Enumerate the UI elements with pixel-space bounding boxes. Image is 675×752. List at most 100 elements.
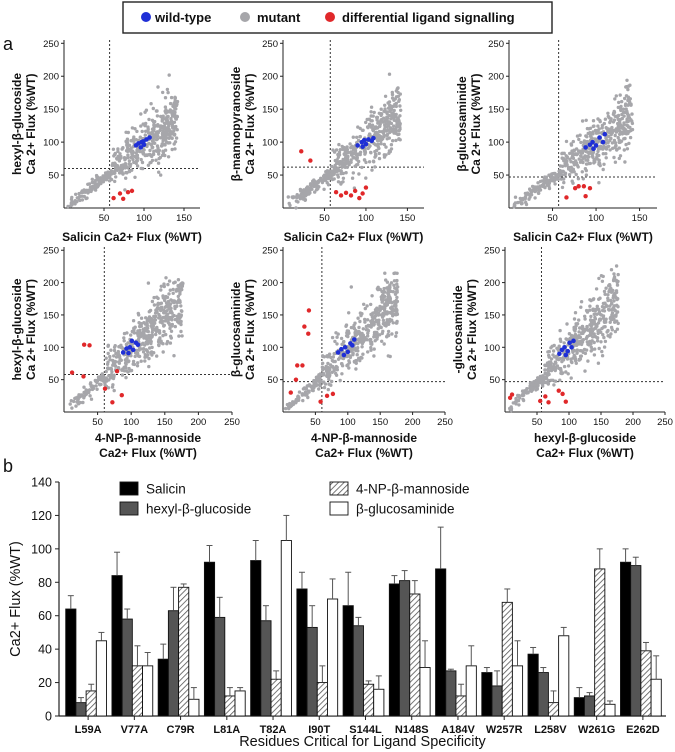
mutant-point — [150, 353, 154, 357]
y-tick-label: 150 — [262, 310, 278, 321]
mutant-point — [538, 379, 543, 383]
mutant-point — [602, 345, 607, 349]
mutant-point — [564, 139, 569, 144]
mutant-point — [601, 167, 605, 172]
mutant-point — [383, 271, 387, 275]
mutant-point — [630, 112, 634, 116]
mutant-point — [136, 351, 140, 355]
mutant-point — [376, 142, 380, 147]
mutant-point — [133, 175, 137, 179]
mutant-point — [152, 122, 156, 127]
mutant-point — [347, 163, 351, 167]
mutant-point — [116, 351, 120, 355]
differential-point — [543, 394, 548, 399]
mutant-point — [157, 170, 161, 174]
mutant-point — [619, 108, 623, 113]
mutant-point — [377, 321, 381, 325]
bar-legend-label: Salicin — [146, 482, 186, 497]
mutant-point — [389, 104, 394, 108]
mutant-point — [349, 145, 353, 150]
mutant-point — [288, 405, 292, 409]
mutant-point — [598, 317, 603, 321]
mutant-point — [167, 73, 171, 77]
bar-salicin — [342, 605, 354, 717]
mutant-point — [396, 132, 400, 137]
mutant-point — [558, 378, 562, 382]
bar-hexyl-glucoside — [75, 702, 87, 717]
wild-type-point — [563, 352, 569, 358]
mutant-point — [111, 147, 116, 151]
y-tick-label: 50 — [493, 171, 504, 182]
differential-point — [81, 374, 86, 379]
mutant-point — [560, 359, 564, 364]
mutant-point — [595, 157, 599, 161]
mutant-point — [369, 105, 374, 109]
mutant-point — [139, 322, 144, 326]
bar-salicin — [296, 588, 308, 717]
mutant-point — [154, 308, 158, 312]
y-tick-label: 50 — [48, 171, 59, 182]
mutant-point — [126, 149, 130, 154]
mutant-point — [171, 291, 175, 295]
mutant-point — [131, 362, 135, 366]
mutant-point — [516, 399, 521, 403]
mutant-point — [560, 169, 564, 174]
mutant-point — [382, 286, 386, 291]
mutant-point — [336, 175, 340, 179]
mutant-point — [386, 123, 391, 127]
mutant-point — [549, 175, 553, 179]
mutant-point — [615, 319, 619, 323]
mutant-point — [338, 148, 342, 152]
mutant-point — [390, 90, 394, 95]
mutant-point — [398, 104, 402, 108]
mutant-point — [594, 287, 599, 291]
legend-label-mutant: mutant — [257, 10, 301, 25]
mutant-point — [530, 388, 535, 392]
mutant-point — [171, 287, 175, 292]
mutant-point — [584, 118, 588, 123]
mutant-point — [394, 104, 398, 109]
mutant-point — [139, 124, 143, 128]
mutant-point — [162, 142, 166, 147]
mutant-point — [375, 137, 379, 141]
mutant-point — [574, 324, 578, 328]
mutant-point — [155, 114, 160, 118]
mutant-point — [574, 359, 578, 363]
wild-type-point — [591, 146, 596, 152]
mutant-point — [369, 302, 373, 307]
mutant-point — [89, 397, 94, 401]
mutant-point — [170, 147, 174, 152]
mutant-point — [133, 325, 137, 329]
mutant-point — [388, 297, 392, 301]
mutant-point — [163, 148, 168, 152]
mutant-point — [152, 315, 157, 319]
mutant-point — [381, 318, 386, 323]
mutant-point — [344, 150, 348, 155]
mutant-point — [594, 308, 598, 312]
mutant-point — [109, 177, 114, 182]
mutant-point — [394, 301, 398, 305]
mutant-point — [104, 376, 108, 380]
mutant-point — [334, 373, 339, 377]
mutant-point — [159, 173, 163, 177]
mutant-point — [354, 367, 358, 371]
mutant-point — [392, 124, 396, 128]
wild-type-point — [339, 346, 344, 352]
legend-marker-mutant — [240, 12, 250, 22]
mutant-point — [614, 264, 619, 268]
mutant-point — [378, 308, 382, 312]
mutant-point — [604, 303, 608, 307]
mutant-point — [81, 400, 85, 405]
mutant-point — [356, 316, 360, 320]
mutant-point — [166, 141, 170, 145]
mutant-point — [349, 285, 353, 289]
mutant-point — [345, 145, 349, 149]
mutant-point — [616, 113, 621, 118]
mutant-point — [617, 100, 621, 105]
mutant-point — [597, 181, 601, 185]
mutant-point — [594, 131, 599, 135]
mutant-point — [374, 311, 379, 315]
mutant-point — [556, 173, 560, 177]
bar-4-np-mannoside — [547, 702, 560, 717]
mutant-point — [581, 148, 586, 153]
